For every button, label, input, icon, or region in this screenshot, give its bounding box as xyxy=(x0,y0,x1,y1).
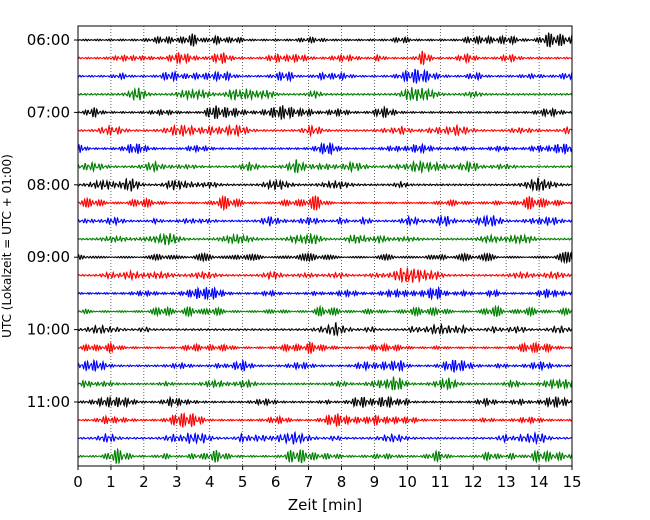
trace-0900 xyxy=(77,251,573,265)
trace-0715 xyxy=(77,123,573,138)
y-tick-label: 07:00 xyxy=(27,103,70,121)
x-tick-label: 0 xyxy=(73,473,83,491)
trace-1100 xyxy=(77,395,573,409)
x-tick-label: 1 xyxy=(106,473,116,491)
trace-0700 xyxy=(77,105,573,121)
trace-0915 xyxy=(77,266,573,284)
x-tick-label: 10 xyxy=(398,473,417,491)
x-tick-label: 14 xyxy=(530,473,549,491)
trace-0930 xyxy=(77,285,573,301)
x-axis-title: Zeit [min] xyxy=(288,496,362,514)
trace-0745 xyxy=(77,159,573,175)
y-tick-label: 08:00 xyxy=(27,176,70,194)
y-axis-title: UTC (Lokalzeit = UTC + 01:00) xyxy=(0,154,14,338)
y-tick-label: 09:00 xyxy=(27,248,70,266)
trace-1000 xyxy=(77,321,573,337)
x-tick-label: 9 xyxy=(370,473,380,491)
trace-1015 xyxy=(77,340,573,355)
trace-0945 xyxy=(77,304,573,318)
x-tick-label: 8 xyxy=(337,473,347,491)
trace-0800 xyxy=(77,177,573,192)
x-tick-label: 11 xyxy=(431,473,450,491)
ticks: 0 1 2 3 4 5 6 7 8 9 10 11 12 13 14 1506:0007:0008:0009:… xyxy=(27,31,582,491)
trace-1145 xyxy=(77,447,573,465)
grid xyxy=(110,26,540,466)
x-tick-label: 2 xyxy=(139,473,149,491)
y-tick-label: 10:00 xyxy=(27,321,70,339)
x-tick-label: 3 xyxy=(172,473,182,491)
x-tick-label: 15 xyxy=(562,473,581,491)
trace-1045 xyxy=(77,376,573,391)
trace-0830 xyxy=(77,214,573,227)
x-tick-label: 13 xyxy=(497,473,516,491)
x-tick-label: 12 xyxy=(464,473,483,491)
trace-0600 xyxy=(77,32,573,48)
trace-0645 xyxy=(77,86,573,102)
x-tick-label: 7 xyxy=(304,473,314,491)
trace-1130 xyxy=(77,430,573,446)
x-tick-label: 6 xyxy=(271,473,281,491)
trace-1115 xyxy=(77,412,573,428)
trace-0815 xyxy=(77,194,573,212)
x-tick-label: 5 xyxy=(238,473,248,491)
trace-1030 xyxy=(77,358,573,373)
trace-0630 xyxy=(77,68,573,84)
y-tick-label: 06:00 xyxy=(27,31,70,49)
trace-0845 xyxy=(77,232,573,246)
trace-0615 xyxy=(77,50,573,66)
x-tick-label: 4 xyxy=(205,473,215,491)
trace-0730 xyxy=(77,141,573,156)
plot-frame xyxy=(77,25,573,467)
y-tick-label: 11:00 xyxy=(27,393,70,411)
traces xyxy=(77,32,573,465)
